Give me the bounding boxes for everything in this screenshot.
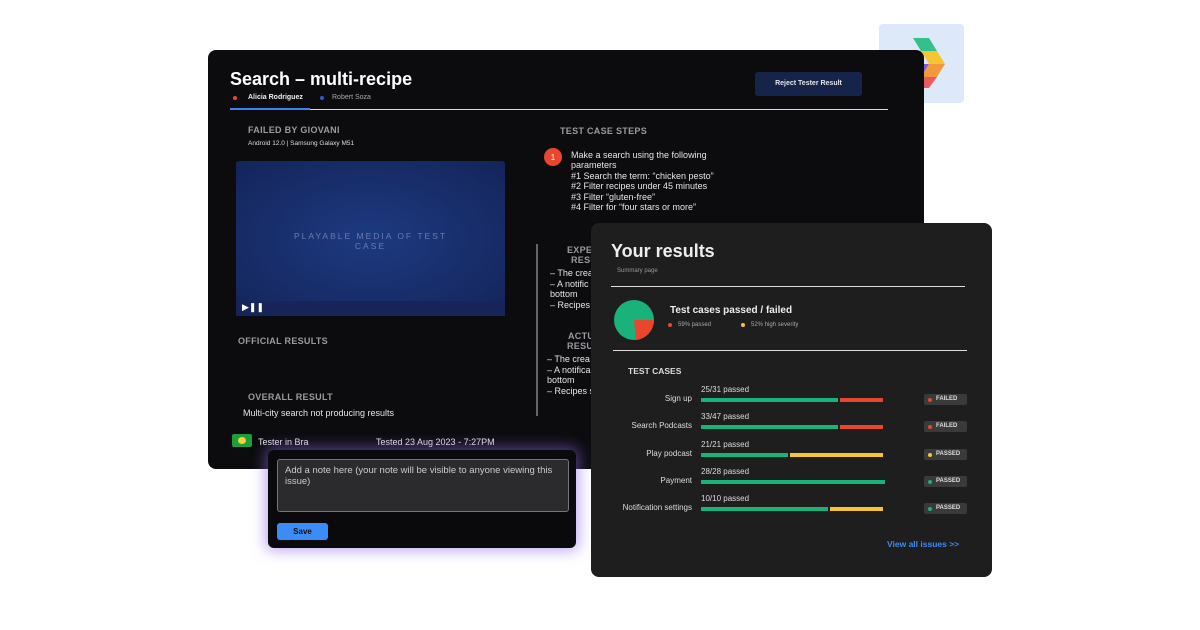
divider bbox=[310, 109, 888, 110]
line: – A notific bbox=[550, 279, 589, 289]
progress-bar bbox=[701, 398, 838, 402]
step-line: #4 Filter for “four stars or more” bbox=[571, 202, 697, 212]
row-name: Payment bbox=[660, 475, 692, 485]
passed-label: 21/21 passed bbox=[701, 439, 750, 449]
progress-bar bbox=[840, 425, 883, 430]
label: TEST CASE STEPS bbox=[560, 126, 648, 136]
flag bbox=[232, 434, 252, 447]
note-popup: Add a note here (your note will be visib… bbox=[268, 450, 576, 548]
pie bbox=[614, 300, 654, 340]
status-text: FAILED bbox=[936, 396, 958, 402]
passed-label: 28/28 passed bbox=[701, 466, 750, 476]
status-dot bbox=[928, 507, 932, 512]
media[interactable]: PLAYABLE MEDIA OF TEST CASE ▶❚❚ bbox=[236, 161, 505, 316]
controls bbox=[236, 301, 505, 316]
legend-dot bbox=[668, 323, 672, 327]
label: FAILED BY GIOVANI bbox=[248, 125, 340, 135]
progress-bar bbox=[840, 398, 883, 402]
line: – Recipes s bbox=[550, 300, 598, 310]
step-line: Make a search using the following bbox=[571, 150, 707, 160]
results-title: Your results bbox=[611, 241, 715, 261]
passed-label: 10/10 passed bbox=[701, 494, 750, 504]
view-all-link[interactable]: View all issues >> bbox=[887, 539, 960, 549]
tested: Tested 23 Aug 2023 - 7:27PM bbox=[376, 437, 495, 447]
rows: Sign up 25/31 passed FAILED Search Podcasts… bbox=[591, 223, 992, 577]
status-dot bbox=[928, 398, 932, 402]
progress-bar bbox=[701, 479, 885, 484]
line: bottom bbox=[547, 375, 575, 385]
dot bbox=[233, 96, 237, 100]
label: EXPE bbox=[567, 245, 593, 255]
progress-bar bbox=[701, 507, 828, 512]
progress-bar bbox=[701, 452, 788, 457]
dot bbox=[320, 96, 324, 100]
status-text: FAILED bbox=[936, 423, 958, 430]
status-dot bbox=[928, 425, 932, 430]
legend-dot bbox=[741, 323, 745, 327]
progress-bar bbox=[790, 452, 883, 457]
status-badge[interactable]: PASSED bbox=[924, 503, 967, 515]
label: RESU bbox=[571, 255, 598, 265]
label: RESU bbox=[567, 341, 594, 351]
step-line: #2 Filter recipes under 45 minutes bbox=[571, 181, 708, 191]
subtitle: Summary page bbox=[617, 268, 658, 274]
divider bbox=[611, 286, 965, 287]
row-name: Notification settings bbox=[622, 503, 692, 513]
progress-bar bbox=[830, 507, 883, 512]
legend: 59% passed bbox=[678, 322, 712, 328]
tester: Tester in Bra bbox=[258, 437, 309, 447]
tab-underline bbox=[230, 108, 310, 110]
status-badge[interactable]: FAILED bbox=[924, 394, 967, 405]
results-panel: Your results Summary page Test cases pas… bbox=[591, 223, 992, 577]
status-badge[interactable]: FAILED bbox=[924, 421, 967, 433]
play-icon[interactable]: ▶❚❚ bbox=[242, 302, 265, 312]
device: Android 12.0 | Samsung Galaxy M51 bbox=[248, 140, 355, 147]
line: – A notifica bbox=[547, 365, 591, 375]
line: bottom bbox=[550, 289, 578, 299]
status-dot bbox=[928, 479, 932, 484]
save-button[interactable]: Save bbox=[277, 523, 328, 540]
step-line: #1 Search the term: “chicken pesto” bbox=[571, 171, 714, 181]
status-text: PASSED bbox=[936, 450, 961, 457]
row-name: Sign up bbox=[664, 394, 692, 403]
status-dot bbox=[928, 452, 932, 457]
status-text: PASSED bbox=[936, 477, 961, 484]
label: OVERALL RESULT bbox=[248, 392, 333, 402]
step-number: 1 bbox=[544, 148, 562, 166]
overall-text: Multi-city search not producing results bbox=[243, 408, 395, 418]
label: OFFICIAL RESULTS bbox=[238, 336, 328, 346]
tab[interactable]: Alicia Rodriguez bbox=[248, 94, 303, 101]
summary-title: Test cases passed / failed bbox=[670, 305, 793, 316]
legend: 52% high severity bbox=[751, 322, 799, 328]
passed-label: 33/47 passed bbox=[701, 412, 750, 422]
label: ACTU bbox=[568, 331, 595, 341]
title: Search – multi-recipe bbox=[230, 69, 413, 89]
row-name: Search Podcasts bbox=[631, 421, 692, 431]
line: – Recipes s bbox=[547, 386, 595, 396]
step-line: parameters bbox=[571, 160, 617, 170]
separator bbox=[536, 244, 538, 416]
passed-label: 25/31 passed bbox=[701, 385, 750, 394]
status-text: PASSED bbox=[936, 505, 961, 512]
row-name: Play podcast bbox=[646, 448, 692, 458]
step-line: #3 Filter “gluten-free” bbox=[571, 192, 656, 202]
status-badge[interactable]: PASSED bbox=[924, 448, 967, 460]
media-label: PLAYABLE MEDIA OF TEST CASE bbox=[293, 231, 448, 251]
line: – The crea bbox=[547, 354, 590, 364]
line: – The crea bbox=[550, 268, 593, 278]
section: TEST CASES bbox=[628, 366, 682, 376]
divider bbox=[613, 350, 967, 351]
placeholder: Add a note here (your note will be visib… bbox=[285, 465, 553, 487]
progress-bar bbox=[701, 425, 838, 430]
reject-button[interactable]: Reject Tester Result bbox=[755, 72, 862, 96]
tab[interactable]: Robert Soza bbox=[332, 94, 371, 101]
note-input[interactable]: Add a note here (your note will be visib… bbox=[277, 459, 569, 512]
steps: Make a search using the following parame… bbox=[571, 150, 751, 220]
status-badge[interactable]: PASSED bbox=[924, 475, 967, 487]
